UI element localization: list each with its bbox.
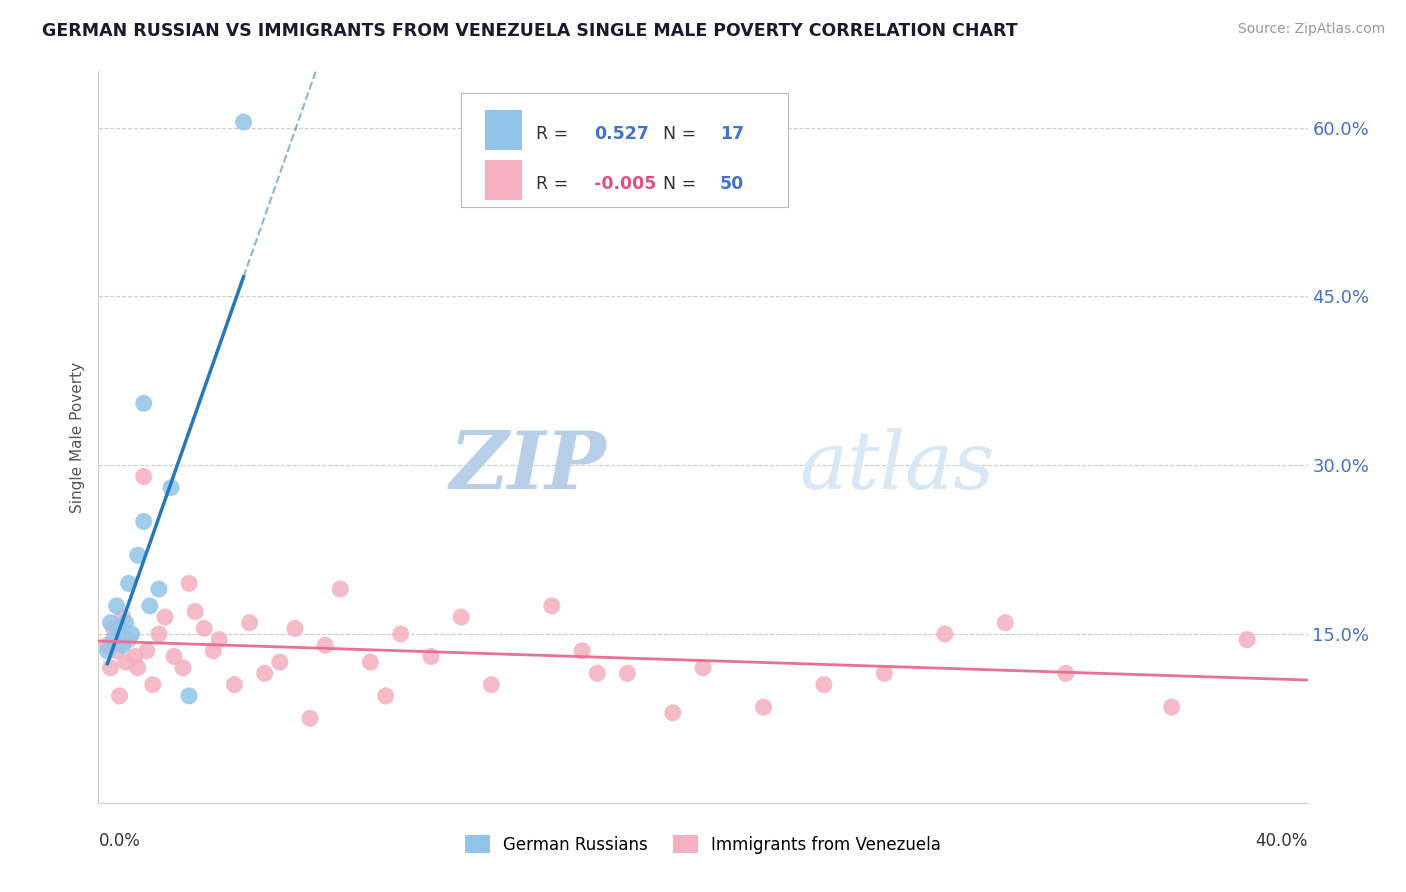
Point: [127, 548, 149, 562]
Text: R =: R =: [536, 125, 574, 143]
Point: [142, 678, 165, 692]
Text: 50: 50: [720, 175, 744, 193]
Point: [752, 700, 775, 714]
Point: [127, 661, 149, 675]
Point: [111, 610, 134, 624]
Point: [202, 644, 225, 658]
Point: [692, 661, 714, 675]
Point: [139, 599, 162, 613]
Point: [1160, 700, 1182, 714]
Legend: German Russians, Immigrants from Venezuela: German Russians, Immigrants from Venezue…: [458, 829, 948, 860]
Point: [132, 515, 155, 529]
Point: [114, 655, 136, 669]
Bar: [485, 160, 522, 200]
Y-axis label: Single Male Poverty: Single Male Poverty: [70, 361, 86, 513]
Point: [179, 576, 201, 591]
Point: [118, 576, 141, 591]
Point: [661, 706, 683, 720]
Text: 0.527: 0.527: [595, 125, 650, 143]
Point: [193, 621, 215, 635]
Point: [96, 638, 118, 652]
Point: [148, 627, 170, 641]
Point: [450, 610, 472, 624]
Point: [111, 638, 134, 652]
Point: [374, 689, 396, 703]
Point: [314, 638, 336, 652]
Point: [232, 115, 254, 129]
Point: [208, 632, 231, 647]
Text: ZIP: ZIP: [450, 427, 606, 505]
Point: [586, 666, 609, 681]
Text: 40.0%: 40.0%: [1256, 832, 1308, 850]
Point: [103, 621, 125, 635]
Point: [96, 644, 118, 658]
Point: [121, 627, 143, 641]
Point: [269, 655, 291, 669]
Point: [299, 711, 322, 725]
Text: -0.005: -0.005: [595, 175, 657, 193]
Point: [253, 666, 276, 681]
Point: [135, 644, 157, 658]
Point: [118, 632, 141, 647]
Text: GERMAN RUSSIAN VS IMMIGRANTS FROM VENEZUELA SINGLE MALE POVERTY CORRELATION CHAR: GERMAN RUSSIAN VS IMMIGRANTS FROM VENEZU…: [42, 22, 1018, 40]
Point: [179, 689, 201, 703]
Text: N =: N =: [664, 175, 702, 193]
FancyBboxPatch shape: [461, 94, 787, 207]
Point: [184, 605, 207, 619]
Point: [224, 678, 246, 692]
Point: [813, 678, 835, 692]
Point: [105, 644, 128, 658]
Text: atlas: atlas: [800, 427, 995, 505]
Point: [540, 599, 562, 613]
Point: [108, 621, 131, 635]
Bar: [485, 110, 522, 150]
Text: 0.0%: 0.0%: [98, 832, 141, 850]
Point: [132, 469, 155, 483]
Point: [1236, 632, 1258, 647]
Text: 17: 17: [720, 125, 744, 143]
Point: [420, 649, 443, 664]
Point: [239, 615, 262, 630]
Point: [934, 627, 956, 641]
Point: [284, 621, 307, 635]
Point: [1054, 666, 1077, 681]
Point: [114, 615, 136, 630]
Point: [616, 666, 638, 681]
Point: [160, 481, 183, 495]
Text: Source: ZipAtlas.com: Source: ZipAtlas.com: [1237, 22, 1385, 37]
Point: [994, 615, 1017, 630]
Point: [105, 599, 128, 613]
Point: [163, 649, 186, 664]
Point: [481, 678, 503, 692]
Point: [329, 582, 352, 596]
Point: [360, 655, 382, 669]
Point: [124, 649, 146, 664]
Point: [172, 661, 194, 675]
Point: [100, 661, 122, 675]
Point: [100, 615, 122, 630]
Point: [148, 582, 170, 596]
Point: [103, 632, 125, 647]
Point: [389, 627, 412, 641]
Point: [108, 689, 131, 703]
Point: [873, 666, 896, 681]
Text: R =: R =: [536, 175, 574, 193]
Point: [132, 396, 155, 410]
Text: N =: N =: [664, 125, 702, 143]
Point: [571, 644, 593, 658]
Point: [153, 610, 176, 624]
